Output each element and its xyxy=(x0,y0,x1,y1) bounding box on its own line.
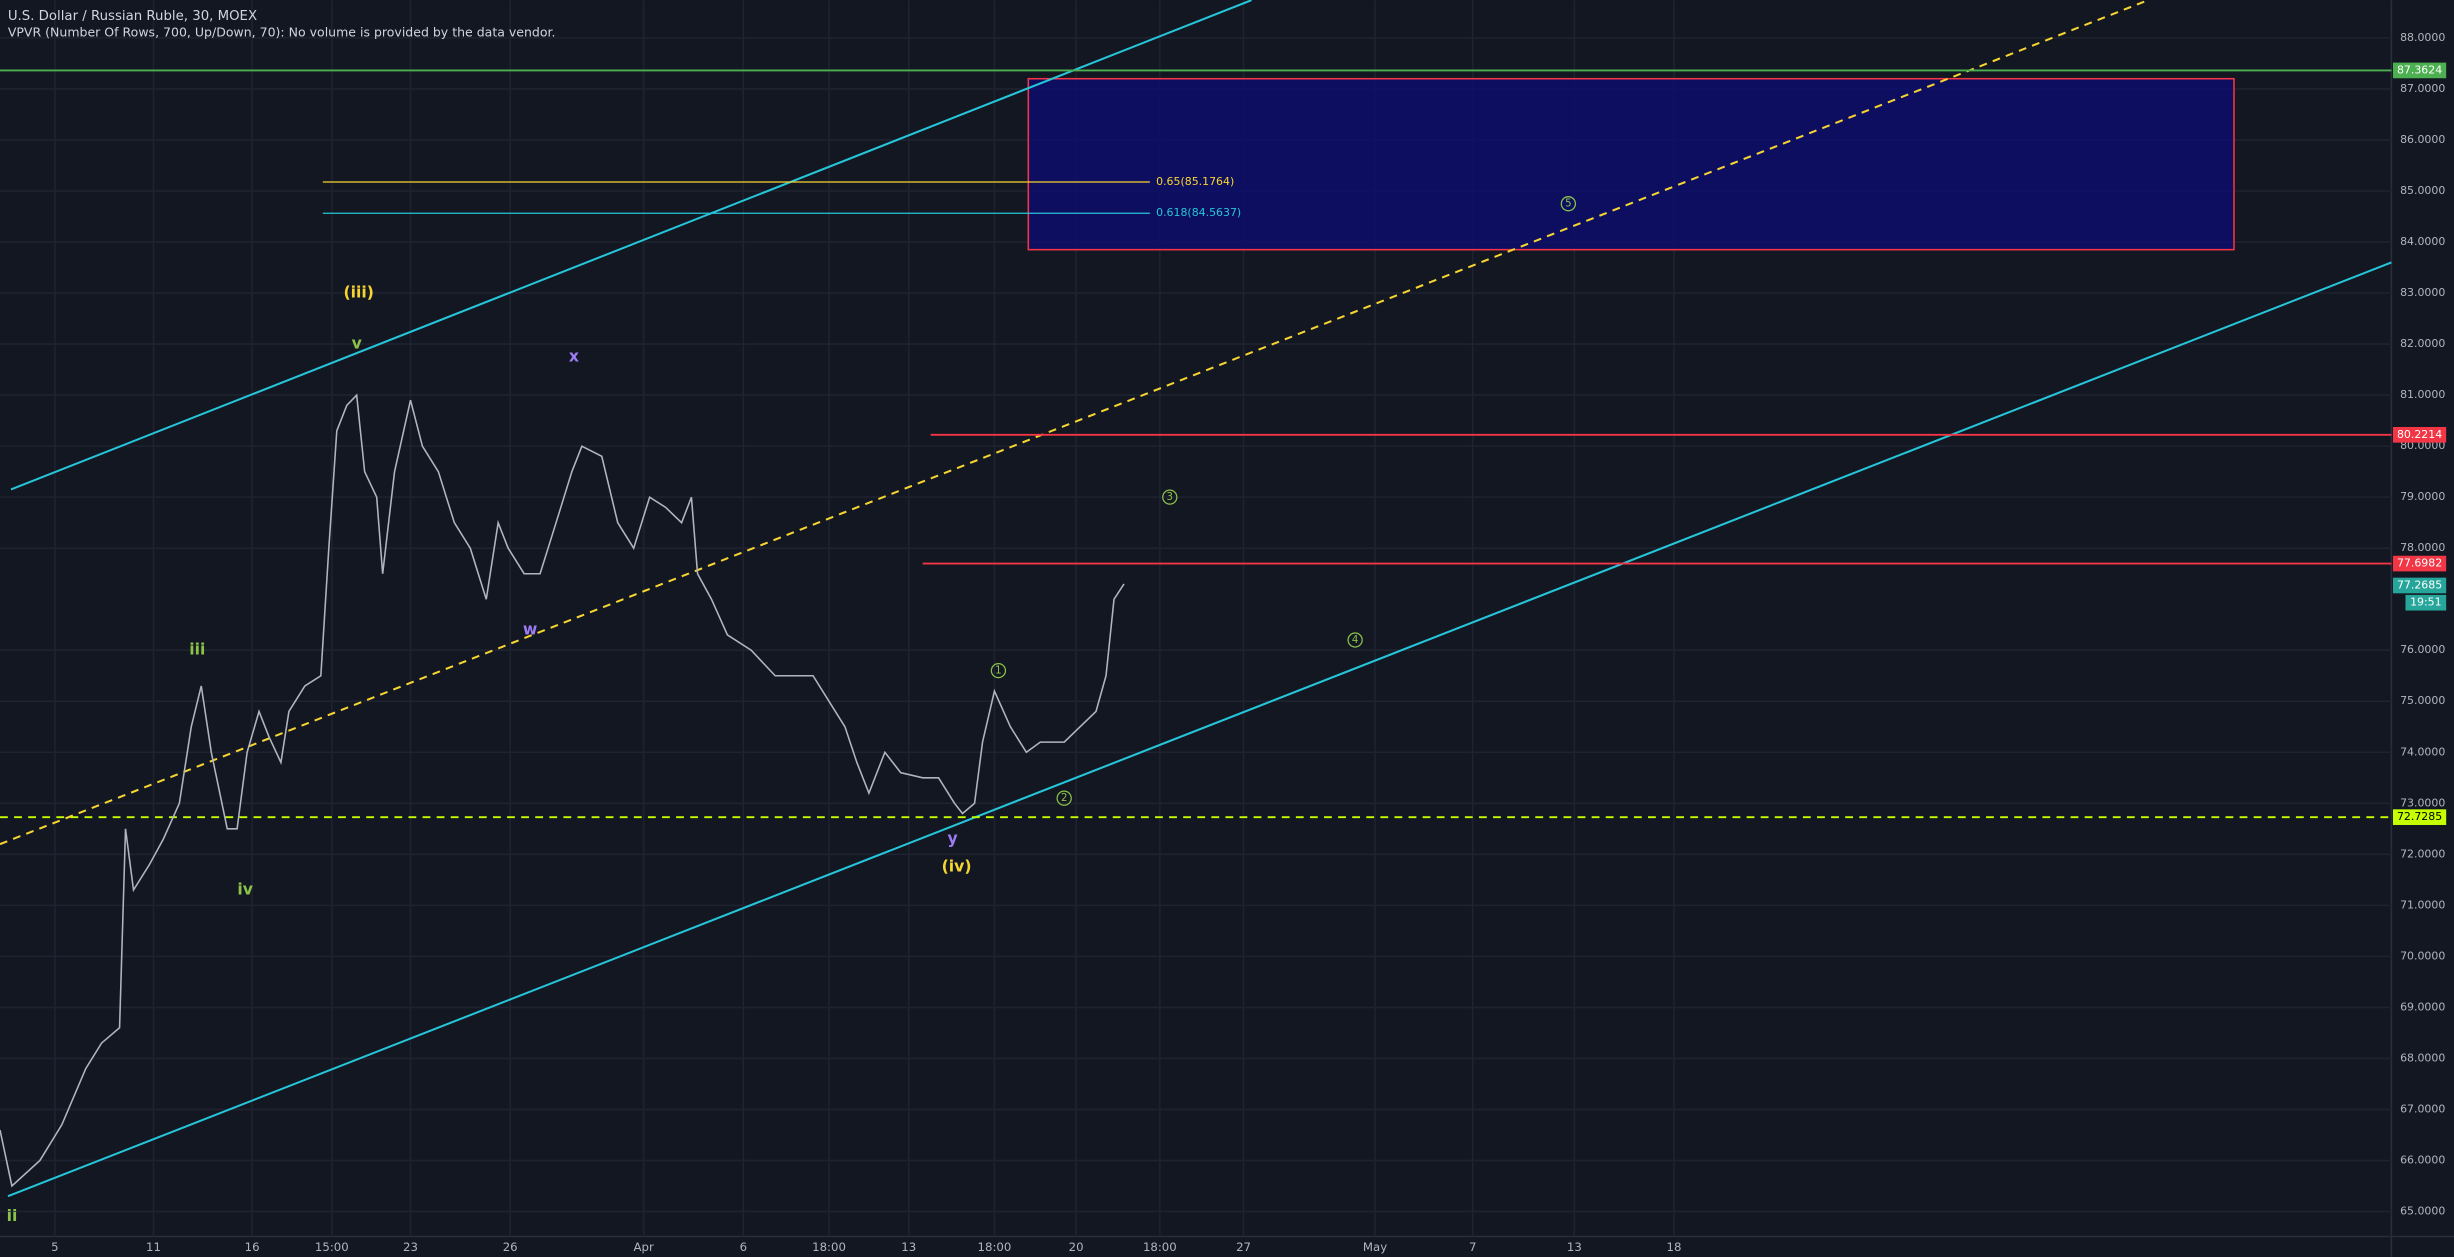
wave-label: (iv) xyxy=(942,857,972,876)
fib-label: 0.65(85.1764) xyxy=(1156,175,1234,188)
y-tick-label: 73.0000 xyxy=(2400,796,2445,809)
x-tick-label: 16 xyxy=(245,1240,260,1254)
wave-label: ii xyxy=(7,1206,18,1225)
x-tick-label: 23 xyxy=(403,1240,418,1254)
x-tick-label: 13 xyxy=(1567,1240,1582,1254)
y-tick-label: 87.0000 xyxy=(2400,82,2445,95)
trendline xyxy=(10,0,1252,491)
wave-label: 5 xyxy=(1565,199,1571,210)
x-tick-label: 7 xyxy=(1469,1240,1476,1254)
y-tick-label: 81.0000 xyxy=(2400,388,2445,401)
y-tick-label: 72.0000 xyxy=(2400,847,2445,860)
wave-label: iii xyxy=(189,640,205,659)
x-tick-label: May xyxy=(1363,1240,1387,1254)
wave-label: 4 xyxy=(1352,635,1358,646)
wave-label: (iii) xyxy=(344,283,374,302)
wave-label: 2 xyxy=(1061,793,1067,804)
price-tag xyxy=(2392,426,2447,443)
x-tick-label: 18:00 xyxy=(812,1240,846,1254)
x-tick-label: 15:00 xyxy=(315,1240,349,1254)
trendline xyxy=(7,261,2392,1198)
price-tag-label: 80.2214 xyxy=(2397,428,2442,441)
last-price-tag xyxy=(2392,577,2447,594)
wave-label: 3 xyxy=(1167,492,1173,503)
y-tick-label: 84.0000 xyxy=(2400,235,2445,248)
y-tick-label: 76.0000 xyxy=(2400,643,2445,656)
y-tick-label: 85.0000 xyxy=(2400,184,2445,197)
y-tick-label: 82.0000 xyxy=(2400,337,2445,350)
x-tick-label: Apr xyxy=(634,1240,654,1254)
x-tick-label: 20 xyxy=(1069,1240,1084,1254)
y-tick-label: 70.0000 xyxy=(2400,949,2445,962)
y-tick-label: 69.0000 xyxy=(2400,1000,2445,1013)
y-tick-label: 88.0000 xyxy=(2400,31,2445,44)
y-tick-label: 83.0000 xyxy=(2400,286,2445,299)
price-tag xyxy=(2392,62,2447,79)
fib-label: 0.618(84.5637) xyxy=(1156,206,1241,219)
y-tick-label: 79.0000 xyxy=(2400,490,2445,503)
drawings xyxy=(0,0,2392,1198)
wave-label: x xyxy=(569,346,579,365)
countdown-tag xyxy=(2405,594,2447,611)
trendline xyxy=(0,0,2149,846)
y-tick-label: 68.0000 xyxy=(2400,1051,2445,1064)
price-tag-label: 87.3624 xyxy=(2397,63,2442,76)
y-tick-label: 65.0000 xyxy=(2400,1205,2445,1218)
target-box xyxy=(1027,77,2235,251)
price-tag xyxy=(2392,809,2447,825)
labels: 65.0000 66.0000 67.0000 68.0000 69.0000 70.00… xyxy=(7,31,2447,1254)
x-tick-label: 13 xyxy=(901,1240,916,1254)
series xyxy=(0,393,1125,1188)
y-tick-label: 74.0000 xyxy=(2400,745,2445,758)
x-tick-label: 18:00 xyxy=(1143,1240,1177,1254)
x-tick-label: 11 xyxy=(146,1240,161,1254)
countdown-label: 19:51 xyxy=(2410,596,2442,609)
wave-label: 1 xyxy=(995,666,1001,677)
wave-circle xyxy=(1056,790,1072,806)
x-tick-label: 18 xyxy=(1667,1240,1682,1254)
price-tag xyxy=(2392,555,2447,572)
wave-label: iv xyxy=(237,880,253,899)
y-tick-label: 75.0000 xyxy=(2400,694,2445,707)
x-tick-label: 5 xyxy=(51,1240,58,1254)
y-tick-label: 71.0000 xyxy=(2400,898,2445,911)
wave-circle xyxy=(1347,632,1363,648)
wave-label: v xyxy=(352,334,362,353)
price-tag-label: 72.7285 xyxy=(2397,810,2442,823)
x-tick-label: 27 xyxy=(1236,1240,1251,1254)
x-tick-label: 18:00 xyxy=(978,1240,1012,1254)
y-tick-label: 78.0000 xyxy=(2400,541,2445,554)
chart-title: U.S. Dollar / Russian Ruble, 30, MOEX xyxy=(8,9,257,24)
price-tag-label: 77.6982 xyxy=(2397,557,2442,570)
x-tick-label: 26 xyxy=(503,1240,518,1254)
wave-circle xyxy=(1560,196,1577,212)
wave-circle xyxy=(990,662,1007,679)
x-tick-label: 6 xyxy=(740,1240,747,1254)
y-tick-label: 67.0000 xyxy=(2400,1102,2445,1115)
wave-label: y xyxy=(947,829,957,848)
y-tick-label: 66.0000 xyxy=(2400,1153,2445,1166)
wave-label: w xyxy=(523,619,537,638)
chart-subtitle: VPVR (Number Of Rows, 700, Up/Down, 70):… xyxy=(8,24,556,39)
price-line xyxy=(0,393,1125,1188)
y-tick-label: 86.0000 xyxy=(2400,133,2445,146)
wave-circle xyxy=(1162,489,1178,505)
last-price-label: 77.2685 xyxy=(2397,578,2442,591)
